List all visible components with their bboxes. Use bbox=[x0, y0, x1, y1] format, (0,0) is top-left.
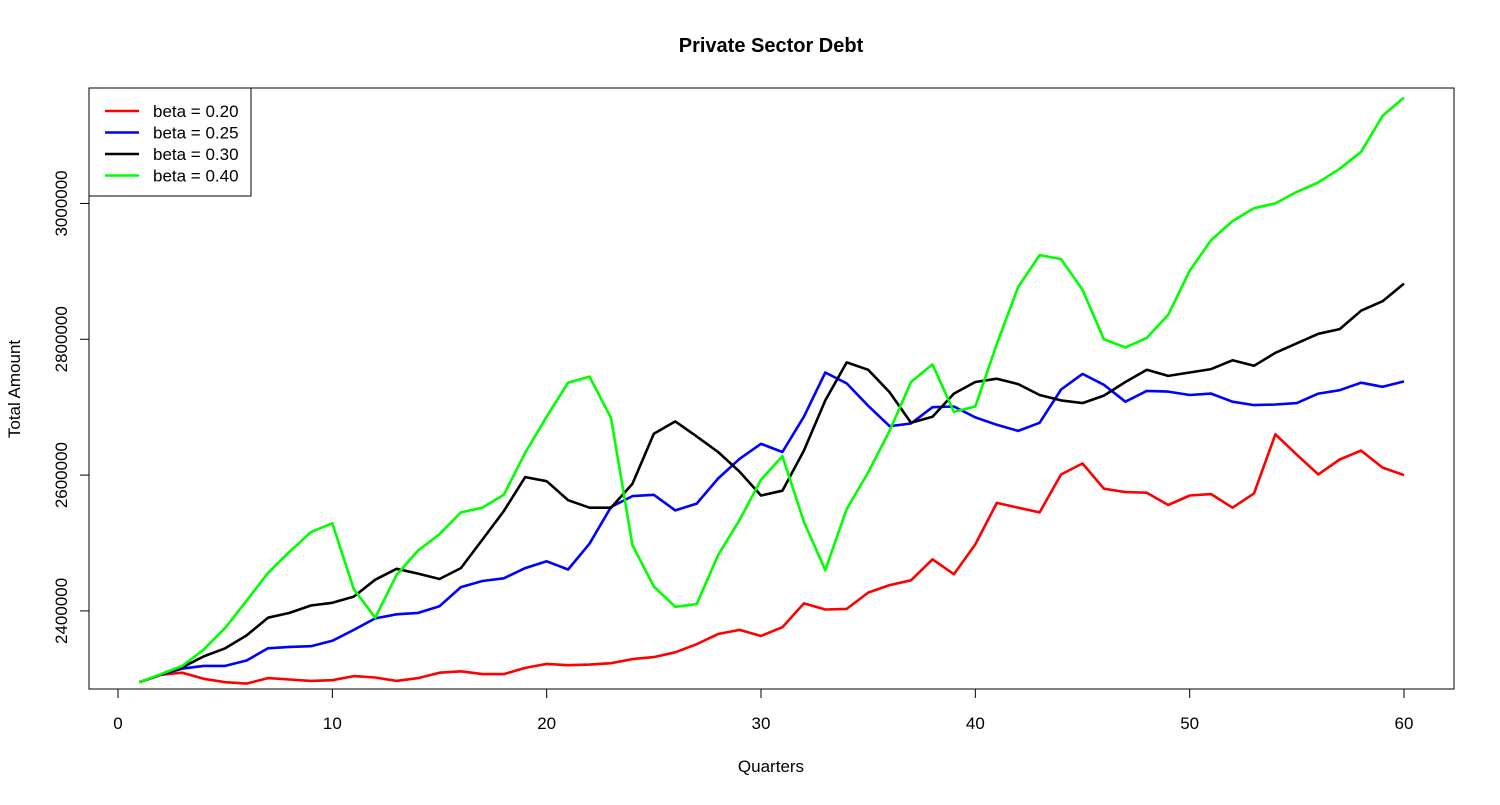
y-tick-label: 2800000 bbox=[52, 306, 71, 372]
x-tick-label: 60 bbox=[1395, 714, 1414, 733]
x-axis: 0 10 20 30 40 50 60 bbox=[113, 688, 1414, 733]
y-axis-label: Total Amount bbox=[5, 340, 24, 439]
legend-label-1: beta = 0.20 bbox=[153, 102, 239, 121]
legend-label-2: beta = 0.25 bbox=[153, 124, 239, 143]
legend-label-4: beta = 0.40 bbox=[153, 167, 239, 186]
legend: beta = 0.20 beta = 0.25 beta = 0.30 beta = … bbox=[88, 87, 252, 197]
y-tick-label: 2400000 bbox=[52, 578, 71, 644]
plot-frame bbox=[88, 87, 1455, 690]
x-tick-label: 40 bbox=[966, 714, 985, 733]
series-line-3 bbox=[138, 282, 1405, 684]
series-layer bbox=[138, 96, 1405, 685]
series-line-2 bbox=[138, 371, 1405, 684]
series-line-1 bbox=[138, 432, 1405, 685]
legend-box bbox=[88, 87, 252, 197]
x-tick-label: 0 bbox=[113, 714, 122, 733]
x-tick-label: 20 bbox=[537, 714, 556, 733]
x-axis-label: Quarters bbox=[738, 757, 804, 776]
series-line-4 bbox=[138, 96, 1405, 684]
y-tick-label: 3000000 bbox=[52, 170, 71, 236]
y-tick-label: 2600000 bbox=[52, 442, 71, 508]
chart-title: Private Sector Debt bbox=[679, 35, 864, 57]
x-tick-label: 30 bbox=[752, 714, 771, 733]
y-axis: 2400000 2600000 2800000 3000000 bbox=[52, 170, 90, 644]
x-tick-label: 10 bbox=[323, 714, 342, 733]
x-tick-label: 50 bbox=[1180, 714, 1199, 733]
legend-label-3: beta = 0.30 bbox=[153, 145, 239, 164]
